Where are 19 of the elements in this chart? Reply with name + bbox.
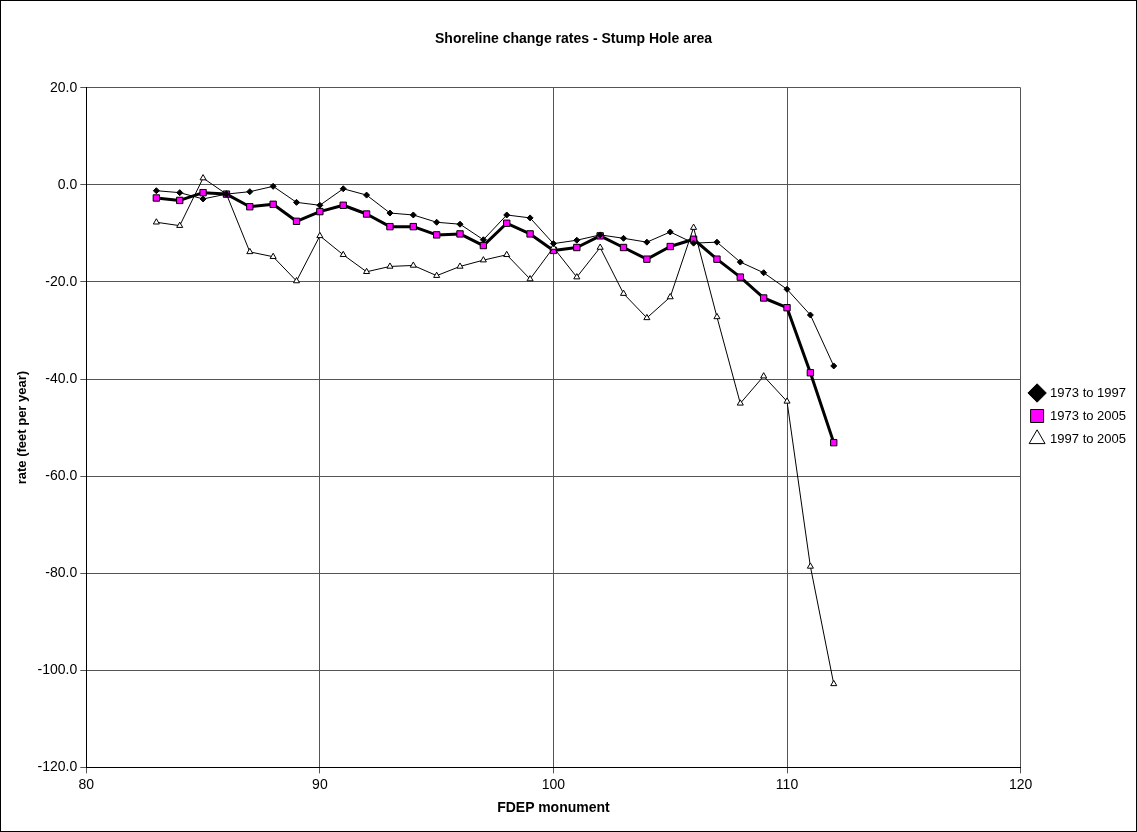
legend-label: 1973 to 2005: [1050, 407, 1126, 423]
x-tick-label: 100: [541, 775, 566, 792]
y-tick-label: -80.0: [45, 564, 78, 581]
y-tick-label: -20.0: [45, 272, 78, 289]
y-axis-title: rate (feet per year): [14, 370, 30, 485]
x-axis-title: FDEP monument: [497, 799, 611, 816]
x-tick-label: 80: [78, 775, 95, 792]
x-tick-label: 110: [775, 775, 799, 792]
y-tick-label: -120.0: [37, 758, 78, 775]
y-tick-label: 20.0: [50, 78, 78, 95]
y-tick-label: -100.0: [37, 661, 78, 678]
y-tick-label: 0.0: [57, 175, 78, 192]
x-tick-label: 120: [1008, 775, 1033, 792]
chart-title: Shoreline change rates - Stump Hole area: [435, 30, 713, 47]
y-tick-label: -60.0: [45, 467, 78, 483]
legend-label: 1973 to 1997: [1050, 384, 1126, 400]
x-tick-label: 90: [312, 775, 328, 792]
y-tick-label: -40.0: [45, 369, 78, 386]
legend-label: 1997 to 2005: [1050, 430, 1126, 446]
